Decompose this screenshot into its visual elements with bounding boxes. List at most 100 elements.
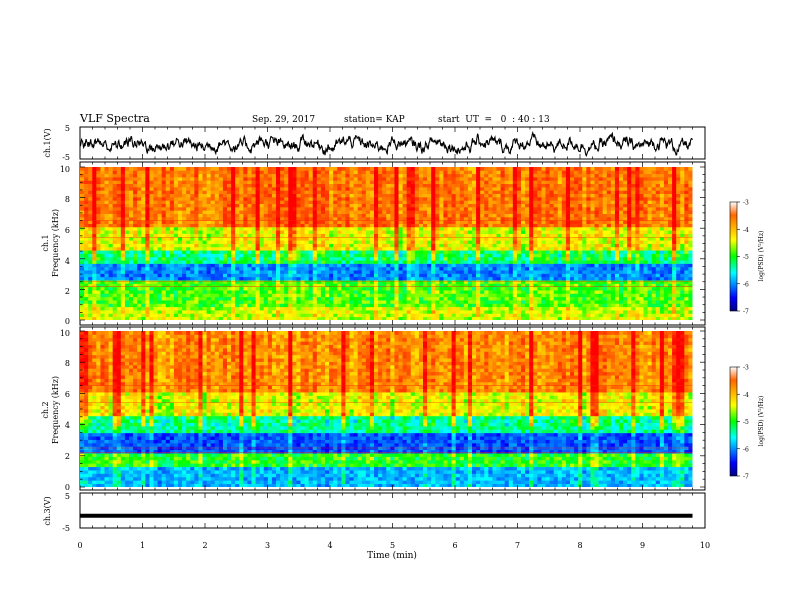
spectrogram-cell <box>88 246 93 251</box>
spectrogram-cell <box>341 300 346 304</box>
spectrogram-cell <box>623 286 628 291</box>
spectrogram-cell <box>570 230 575 234</box>
spectrogram-cell <box>325 266 330 271</box>
spectrogram-cell <box>684 293 689 298</box>
spectrogram-cell <box>423 290 428 294</box>
spectrogram-cell <box>398 250 403 254</box>
spectrogram-cell <box>104 220 109 224</box>
spectrogram-cell <box>349 313 354 318</box>
spectrogram-cell <box>476 310 481 314</box>
spectrogram-cell <box>369 260 375 264</box>
spectrogram-cell <box>104 303 109 308</box>
spectrogram-cell <box>557 216 563 221</box>
spectrogram-cell <box>459 306 465 311</box>
spectrogram-cell <box>84 306 89 311</box>
spectrogram-cell <box>688 283 693 288</box>
spectrogram-cell <box>472 296 477 301</box>
spectrogram-cell <box>353 240 359 244</box>
spectrogram-cell <box>284 300 289 304</box>
spectrogram-cell <box>218 316 224 320</box>
spectrogram-cell <box>161 273 167 278</box>
spectrogram-cell <box>361 300 367 304</box>
spectrogram-cell <box>149 216 154 221</box>
spectrogram-cell <box>349 246 354 251</box>
spectrogram-cell <box>525 263 530 268</box>
spectrogram-cell <box>292 253 297 258</box>
spectrogram-cell <box>361 213 367 218</box>
spectrogram-cell <box>141 233 146 238</box>
spectrogram-cell <box>614 226 620 231</box>
spectrogram-cell <box>165 263 171 268</box>
spectrogram-cell <box>247 240 252 244</box>
spectrogram-cell <box>120 300 126 304</box>
spectrogram-cell <box>549 303 555 308</box>
spectrogram-cell <box>296 210 301 214</box>
spectrogram-cell <box>129 283 134 288</box>
spectrogram-cell <box>227 246 232 251</box>
spectrogram-cell <box>345 300 350 304</box>
spectrogram-cell <box>512 273 518 278</box>
spectrogram-cell <box>590 253 595 258</box>
spectrogram-cell <box>300 306 305 311</box>
spectrogram-cell <box>635 253 640 258</box>
spectrogram-cell <box>374 283 379 288</box>
spectrogram-cell <box>476 263 481 268</box>
spectrogram-cell <box>447 223 452 228</box>
spectrogram-cell <box>173 276 179 281</box>
spectrogram-cell <box>133 290 138 294</box>
spectrogram-cell <box>329 256 334 261</box>
spectrogram-cell <box>112 250 118 254</box>
spectrogram-cell <box>349 230 354 234</box>
spectrogram-cell <box>476 233 481 238</box>
spectrogram-cell <box>655 226 661 231</box>
spectrogram-cell <box>688 216 693 221</box>
spectrogram-cell <box>423 263 428 268</box>
spectrogram-cell <box>104 306 109 311</box>
spectrogram-cell <box>92 220 97 224</box>
spectrogram-cell <box>512 250 518 254</box>
spectrogram-cell <box>137 226 142 231</box>
spectrogram-cell <box>414 246 420 251</box>
spectrogram-cell <box>516 246 522 251</box>
spectrogram-cell <box>443 276 448 281</box>
spectrogram-cell <box>386 286 391 291</box>
spectrogram-cell <box>337 220 342 224</box>
spectrogram-cell <box>643 236 648 241</box>
spectrogram-cell <box>431 303 436 308</box>
spectrogram-cell <box>688 240 693 244</box>
spectrogram-cell <box>521 303 526 308</box>
spectrogram-cell <box>255 263 261 268</box>
spectrogram-cell <box>574 250 579 254</box>
spectrogram-cell <box>402 276 408 281</box>
spectrogram-cell <box>365 230 371 234</box>
spectrogram-cell <box>484 303 489 308</box>
spectrogram-cell <box>565 250 571 254</box>
spectrogram-cell <box>96 233 101 238</box>
spectrogram-cell <box>263 283 269 288</box>
spectrogram-cell <box>186 310 191 314</box>
spectrogram-cell <box>639 220 644 224</box>
spectrogram-cell <box>533 276 538 281</box>
spectrogram-cell <box>84 290 89 294</box>
spectrogram-cell <box>631 220 636 224</box>
spectrogram-cell <box>537 276 542 281</box>
spectrogram-cell <box>349 273 354 278</box>
spectrogram-cell <box>455 316 461 320</box>
spectrogram-cell <box>382 283 387 288</box>
spectrogram-cell <box>467 253 473 258</box>
spectrogram-cell <box>537 256 542 261</box>
spectrogram-cell <box>643 226 648 231</box>
spectrogram-cell <box>296 233 301 238</box>
spectrogram-cell <box>574 266 579 271</box>
spectrogram-cell <box>619 223 624 228</box>
spectrogram-cell <box>578 216 583 221</box>
spectrogram-cell <box>325 230 330 234</box>
spectrogram-cell <box>586 290 591 294</box>
spectrogram-cell <box>341 310 346 314</box>
spectrogram-cell <box>525 240 530 244</box>
spectrogram-cell <box>688 300 693 304</box>
spectrogram-cell <box>239 283 244 288</box>
spectrogram-cell <box>173 310 179 314</box>
spectrogram-cell <box>459 270 465 274</box>
spectrogram-cell <box>329 273 334 278</box>
